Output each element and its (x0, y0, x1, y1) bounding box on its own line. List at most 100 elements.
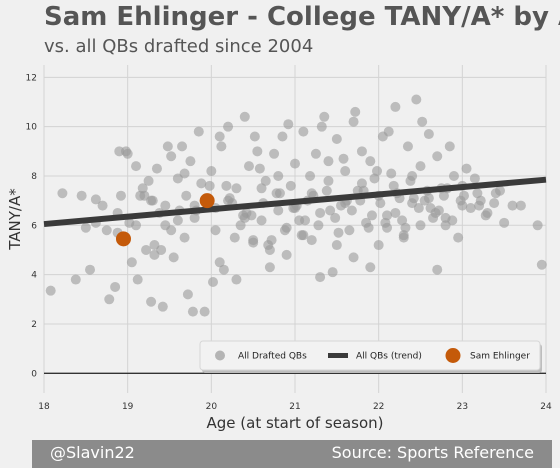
data-point (243, 161, 254, 172)
data-point (231, 274, 242, 285)
data-point (187, 306, 198, 317)
data-point (402, 141, 413, 152)
data-point (432, 151, 443, 162)
legend-marker-highlight (445, 348, 461, 363)
data-point (206, 166, 217, 177)
data-point (310, 148, 321, 159)
data-point (182, 289, 193, 300)
data-point (260, 175, 271, 186)
footer-source: Source: Sports Reference (331, 443, 534, 462)
data-point (448, 170, 459, 181)
data-point (285, 180, 296, 191)
data-point (76, 190, 87, 201)
data-point (196, 178, 207, 189)
data-point (453, 232, 464, 243)
x-tick-label: 21 (289, 402, 300, 412)
legend-label-highlight: Sam Ehlinger (470, 352, 530, 362)
data-point (475, 195, 486, 206)
data-point (143, 175, 154, 186)
data-point (214, 257, 225, 268)
data-point (430, 207, 441, 218)
data-point (398, 232, 409, 243)
highlight-point (199, 193, 215, 209)
data-point (248, 237, 259, 248)
data-point (235, 220, 246, 231)
data-point (151, 163, 162, 174)
footer-author: @Slavin22 (50, 443, 135, 462)
data-point (110, 281, 121, 292)
y-tick-label: 6 (31, 221, 37, 231)
data-point (331, 240, 342, 251)
data-point (283, 119, 294, 130)
data-point (179, 168, 190, 179)
data-point (252, 146, 263, 157)
data-point (411, 94, 422, 105)
data-point (80, 222, 91, 233)
x-tick-label: 18 (38, 402, 50, 412)
data-point (461, 163, 472, 174)
data-point (397, 215, 408, 226)
data-point (365, 156, 376, 167)
legend-marker-points (215, 350, 225, 361)
data-point (321, 185, 332, 196)
data-point (166, 151, 177, 162)
data-point (104, 294, 115, 305)
data-point (390, 101, 401, 112)
data-point (413, 203, 424, 214)
data-point (298, 126, 309, 137)
data-point (536, 259, 547, 270)
data-point (179, 232, 190, 243)
x-tick-label: 24 (540, 402, 552, 412)
data-point (499, 217, 510, 228)
data-point (70, 274, 81, 285)
data-point (415, 220, 426, 231)
x-tick-label: 22 (373, 402, 384, 412)
data-point (177, 141, 188, 152)
data-point (97, 200, 108, 211)
y-tick-label: 8 (31, 172, 37, 182)
data-point (417, 116, 428, 127)
data-point (168, 252, 179, 263)
data-point (249, 131, 260, 142)
data-point (305, 170, 316, 181)
data-point (371, 166, 382, 177)
data-point (316, 121, 327, 132)
data-point (185, 156, 196, 167)
data-point (459, 190, 470, 201)
data-point (405, 175, 416, 186)
data-point (333, 227, 344, 238)
data-point (132, 274, 143, 285)
legend-box (199, 340, 541, 371)
data-point (189, 212, 200, 223)
data-point (256, 183, 267, 194)
data-point (193, 126, 204, 137)
data-point (319, 111, 330, 122)
data-point (383, 126, 394, 137)
data-point (160, 200, 171, 211)
data-point (494, 185, 505, 196)
data-point (115, 190, 126, 201)
data-point (218, 264, 229, 275)
data-point (223, 121, 234, 132)
data-point (380, 217, 391, 228)
data-point (373, 240, 384, 251)
data-point (375, 198, 386, 209)
data-point (231, 183, 242, 194)
data-point (124, 217, 135, 228)
data-point (300, 215, 311, 226)
data-point (306, 235, 317, 246)
data-point (315, 207, 326, 218)
data-point (346, 205, 357, 216)
data-point (330, 212, 341, 223)
y-tick-label: 4 (31, 271, 37, 281)
legend-label-points: All Drafted QBs (238, 352, 307, 362)
data-point (263, 240, 274, 251)
data-point (254, 163, 265, 174)
data-point (469, 173, 480, 184)
data-point (216, 141, 227, 152)
footer-bar: @Slavin22 Source: Sports Reference (32, 440, 552, 468)
data-point (281, 249, 292, 260)
highlight-point (115, 231, 131, 247)
data-point (57, 188, 68, 199)
